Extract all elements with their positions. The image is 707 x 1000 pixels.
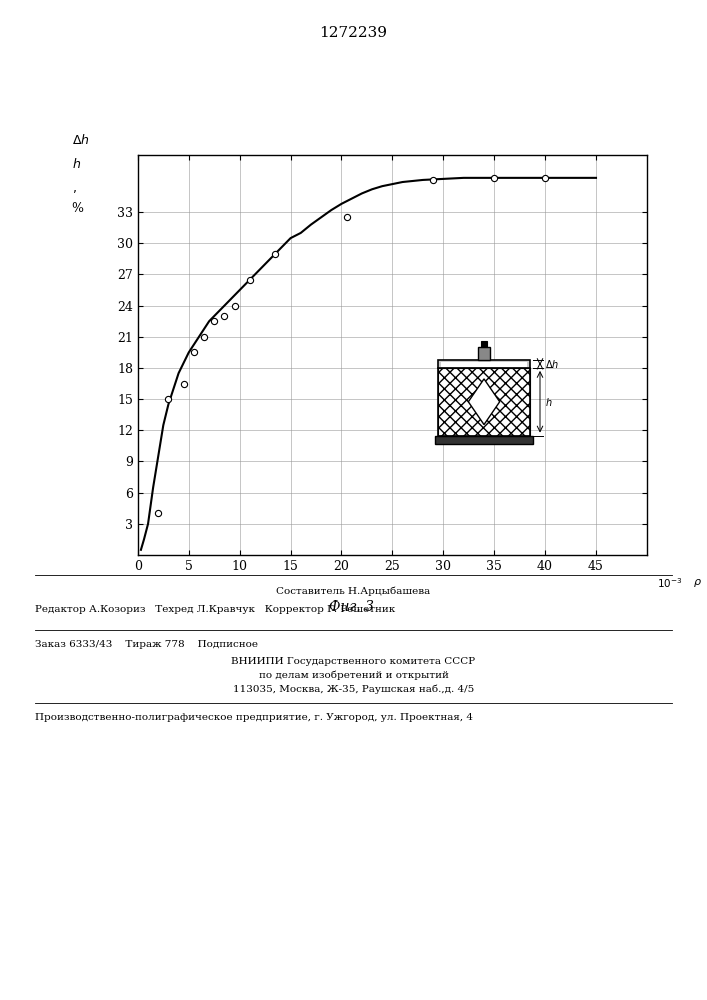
Point (229, 298, 240, 314)
Text: 1272239: 1272239 (320, 26, 387, 40)
Text: $\Delta h$: $\Delta h$ (71, 133, 89, 147)
Text: $\rho$: $\rho$ (693, 577, 701, 589)
Point (218, 308, 230, 324)
Bar (478, 347, 490, 360)
Text: $h$: $h$ (545, 396, 553, 408)
Point (153, 505, 164, 521)
Text: по делам изобретений и открытий: по делам изобретений и открытий (259, 671, 448, 681)
Point (178, 376, 189, 392)
Point (199, 329, 210, 345)
Bar (441, 362, 527, 367)
Point (341, 209, 352, 225)
Bar (481, 341, 486, 347)
Point (539, 170, 551, 186)
Text: $h$: $h$ (71, 157, 81, 171)
Text: Фиг. 3: Фиг. 3 (329, 600, 374, 614)
Text: Производственно-полиграфическое предприятие, г. Ужгород, ул. Проектная, 4: Производственно-полиграфическое предприя… (35, 713, 474, 722)
Text: ВНИИПИ Государственного комитета СССР: ВНИИПИ Государственного комитета СССР (231, 657, 476, 666)
Text: Составитель Н.Арцыбашева: Составитель Н.Арцыбашева (276, 587, 431, 596)
Text: $,$: $,$ (71, 182, 76, 195)
Point (269, 246, 281, 262)
Bar (435, 436, 533, 444)
Bar (438, 360, 530, 368)
Text: $10^{-3}$: $10^{-3}$ (657, 576, 682, 590)
Point (244, 272, 255, 288)
Text: 113035, Москва, Ж-35, Раушская наб.,д. 4/5: 113035, Москва, Ж-35, Раушская наб.,д. 4… (233, 685, 474, 694)
Text: Редактор А.Козориз   Техред Л.Кравчук   Корректор Г. Решетник: Редактор А.Козориз Техред Л.Кравчук Корр… (35, 605, 396, 614)
Bar (438, 368, 530, 436)
Text: %: % (71, 202, 83, 215)
Point (428, 172, 439, 188)
Bar (438, 368, 530, 436)
Text: Заказ 6333/43    Тираж 778    Подписное: Заказ 6333/43 Тираж 778 Подписное (35, 640, 258, 649)
Polygon shape (468, 379, 500, 425)
Point (489, 170, 500, 186)
Point (209, 313, 220, 329)
Text: $\Delta h$: $\Delta h$ (545, 358, 559, 370)
Point (163, 391, 174, 407)
Point (188, 344, 199, 360)
